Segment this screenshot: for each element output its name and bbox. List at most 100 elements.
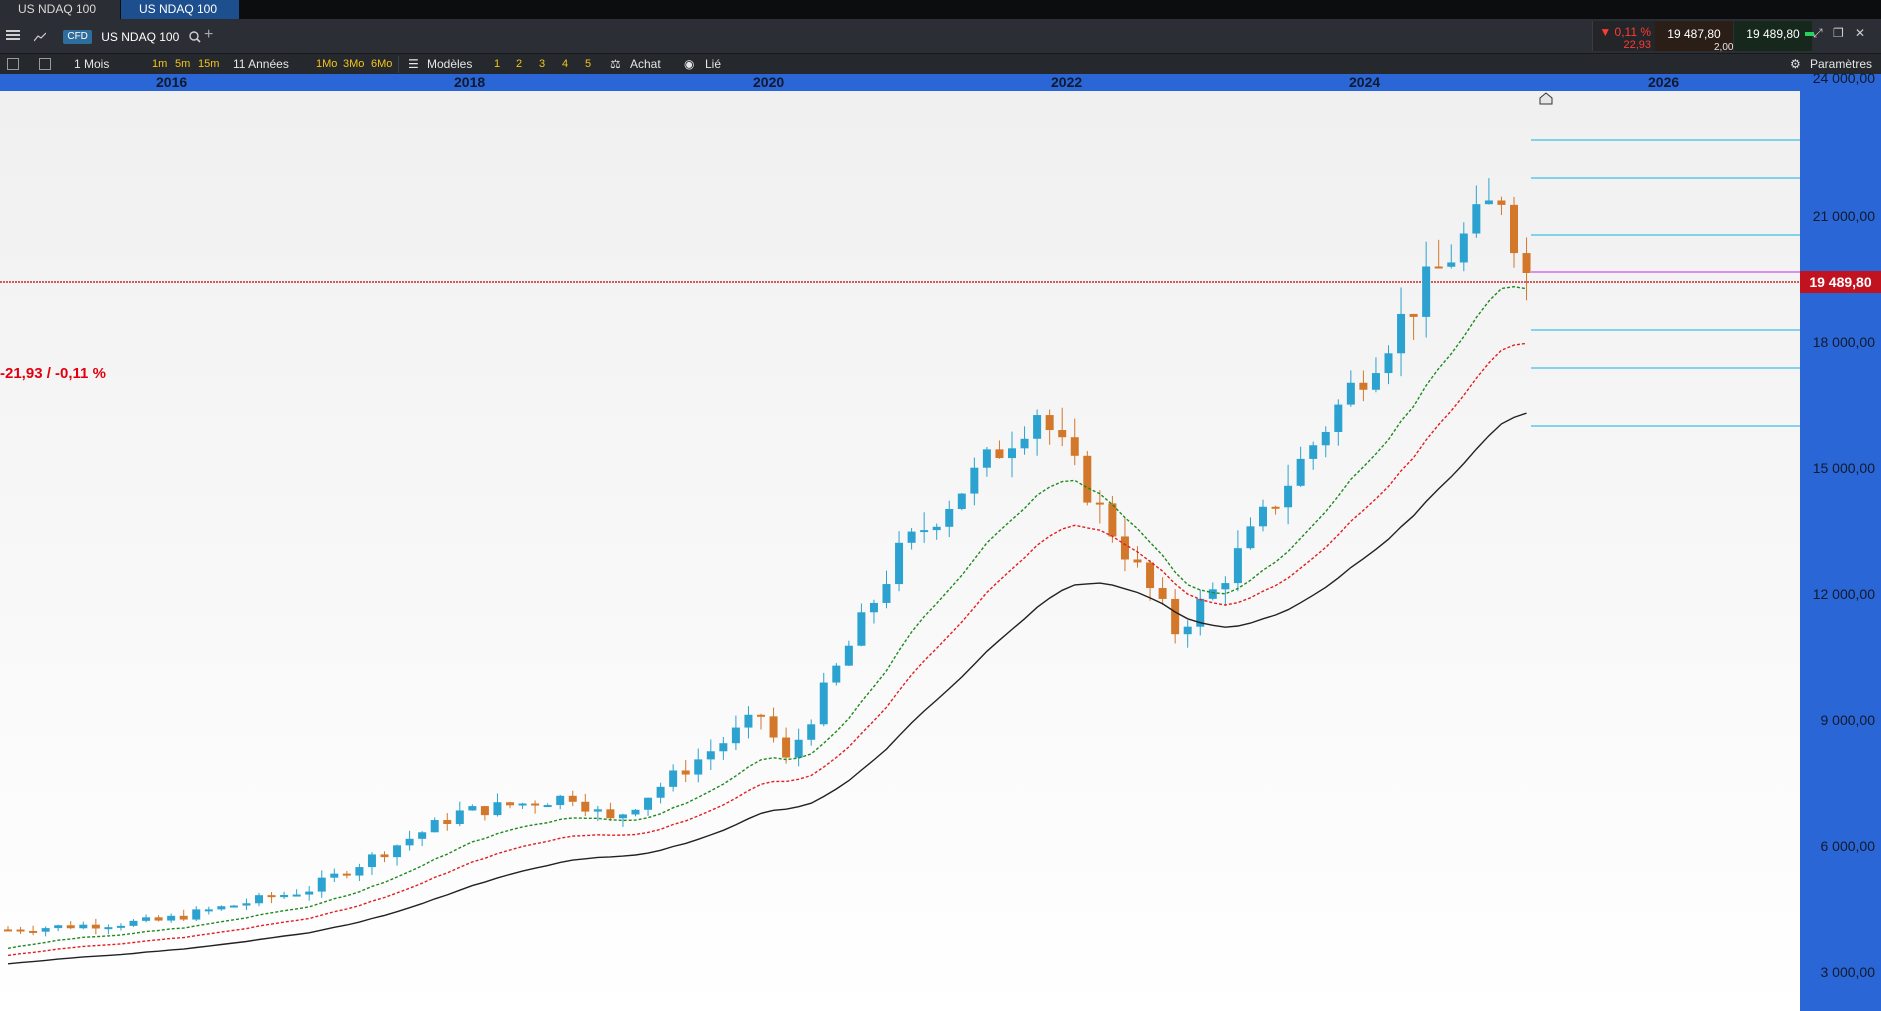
menu-icon[interactable]	[6, 28, 20, 42]
interval-15m[interactable]: 15m	[198, 58, 220, 70]
slot-2[interactable]: 2	[516, 58, 523, 70]
candle-body	[970, 467, 979, 494]
candle-body	[116, 925, 125, 928]
settings-icon[interactable]: ⚙	[1790, 57, 1801, 71]
slot-4[interactable]: 4	[562, 58, 569, 70]
close-icon[interactable]: ✕	[1855, 26, 1866, 40]
price-level: 15 000,00	[1812, 460, 1875, 476]
price-level: 21 000,00	[1812, 208, 1875, 224]
ema-lines	[7, 285, 1527, 965]
candle-body	[1522, 253, 1531, 274]
templates-icon[interactable]: ☰	[408, 57, 419, 71]
range-6mo[interactable]: 6Mo	[371, 58, 393, 70]
slot-1[interactable]: 1	[494, 58, 501, 70]
candle-body	[982, 449, 991, 468]
range-3mo[interactable]: 3Mo	[343, 58, 365, 70]
bid-price: 19 487,80	[1667, 27, 1721, 41]
buy-icon[interactable]: ⚖	[610, 57, 621, 71]
chart-toolbar: 1 Mois 1m 5m 15m 11 Années 1Mo 3Mo 6Mo ☰…	[0, 53, 1881, 75]
list-icon[interactable]	[7, 58, 19, 70]
candle-body	[380, 854, 389, 858]
symbol-selector[interactable]: CFD US NDAQ 100	[33, 27, 201, 45]
candle-body	[154, 917, 163, 921]
candle-body	[1020, 438, 1029, 449]
candle-body	[1058, 430, 1067, 438]
range-select[interactable]: 11 Années	[233, 57, 289, 71]
price-level: 12 000,00	[1812, 586, 1875, 602]
candle-body	[656, 786, 665, 798]
candle-body	[418, 832, 427, 839]
candle-body	[782, 737, 791, 758]
buy-button[interactable]: Achat	[630, 57, 661, 71]
interval-1m[interactable]: 1m	[152, 58, 168, 70]
candle-body	[167, 915, 176, 921]
candle-body	[192, 909, 201, 920]
candle-body	[895, 542, 904, 585]
linked-button[interactable]: Lié	[705, 57, 722, 71]
candle-body	[1070, 437, 1079, 456]
ema-fast-line	[7, 285, 1527, 949]
candle-body	[1146, 562, 1155, 589]
candle-body	[719, 743, 728, 752]
tab-us-ndaq-100-active[interactable]: US NDAQ 100	[121, 0, 239, 19]
restore-icon[interactable]: ❐	[1833, 26, 1844, 40]
candle-body	[1359, 382, 1368, 390]
linked-icon[interactable]: ◉	[684, 57, 695, 71]
interval-5m[interactable]: 5m	[175, 58, 191, 70]
candle-body	[1409, 313, 1418, 317]
range-1mo[interactable]: 1Mo	[316, 58, 338, 70]
price-chart[interactable]: -21,93 / -0,11 %	[0, 91, 1800, 1011]
candle-body	[744, 714, 753, 728]
tab-us-ndaq-100[interactable]: US NDAQ 100	[0, 0, 120, 19]
candle-body	[393, 845, 402, 858]
year-label: 2022	[1051, 74, 1083, 90]
ask-price: 19 489,80	[1746, 27, 1800, 41]
window-controls: ⤢ ❐ ✕	[1813, 26, 1881, 50]
candle-body	[1397, 313, 1406, 354]
add-tab-icon[interactable]: +	[204, 26, 214, 43]
time-axis[interactable]: 2016 2018 2020 2022 2024 2026	[0, 74, 1800, 91]
candle-body	[1384, 353, 1393, 374]
candle-body	[932, 526, 941, 531]
candle-body	[794, 739, 803, 758]
candle-body	[1108, 503, 1117, 537]
candle-body	[430, 820, 439, 833]
candle-body	[832, 665, 841, 683]
candlestick-plot[interactable]	[0, 91, 1800, 1011]
templates-button[interactable]: Modèles	[427, 57, 473, 71]
cfd-badge: CFD	[63, 29, 92, 44]
candle-body	[1208, 589, 1217, 599]
candle-body	[330, 873, 339, 878]
price-level: 9 000,00	[1820, 712, 1876, 728]
search-icon[interactable]	[188, 31, 201, 43]
candle-body	[142, 917, 151, 921]
candle-body	[280, 894, 289, 898]
candle-body	[1008, 448, 1016, 459]
candle-body	[844, 645, 853, 666]
price-level: 24 000,00	[1812, 70, 1875, 86]
candle-body	[1284, 485, 1293, 508]
candle-body	[91, 924, 100, 929]
chart-header: CFD US NDAQ 100 +	[0, 19, 1881, 53]
bid-price-button[interactable]: 19 487,80	[1655, 21, 1733, 51]
candle-body	[242, 903, 251, 906]
candle-body	[1371, 373, 1380, 390]
home-marker-icon[interactable]	[1539, 92, 1553, 105]
candle-body	[267, 895, 276, 898]
candle-body	[606, 809, 615, 819]
interval-select[interactable]: 1 Mois	[74, 57, 110, 71]
layout-icon[interactable]	[39, 58, 51, 70]
candle-body	[581, 801, 590, 812]
candle-body	[857, 612, 866, 646]
slot-5[interactable]: 5	[585, 58, 592, 70]
ask-price-button[interactable]: 19 489,80	[1734, 21, 1812, 51]
slot-3[interactable]: 3	[539, 58, 546, 70]
popout-icon[interactable]: ⤢	[1813, 26, 1823, 40]
price-axis[interactable]: 24 000,00 21 000,00 18 000,00 15 000,00 …	[1800, 70, 1881, 1011]
settings-button[interactable]: Paramètres	[1810, 57, 1873, 71]
candle-body	[518, 803, 527, 806]
candle-body	[1259, 506, 1267, 527]
candle-body	[79, 924, 88, 929]
candle-body	[1459, 233, 1468, 263]
candle-body	[54, 925, 63, 929]
